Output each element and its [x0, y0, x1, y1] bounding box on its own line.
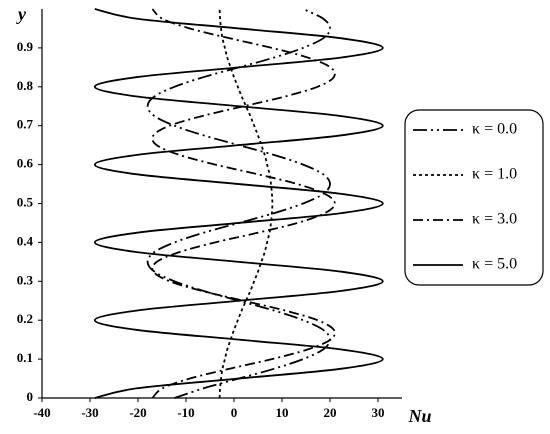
y-tick-label: 0.3 [17, 272, 34, 287]
line-series [151, 8, 336, 399]
x-axis-title: Nu [407, 406, 431, 426]
x-tick-label: 30 [372, 405, 385, 420]
x-tick-label: 10 [276, 405, 289, 420]
x-tick-label: -30 [81, 405, 98, 420]
y-tick-label: 0.8 [17, 78, 34, 93]
y-tick-label: 0.9 [17, 39, 34, 54]
line-series [93, 8, 384, 399]
x-tick-label: -40 [33, 405, 50, 420]
y-tick-label: 0.2 [17, 311, 33, 326]
y-tick-label: 0.4 [17, 233, 34, 248]
line-series [218, 8, 274, 399]
x-tick-label: 0 [231, 405, 238, 420]
x-tick-label: -10 [177, 405, 194, 420]
y-tick-label: 0.1 [17, 350, 33, 365]
y-tick-label: 0.7 [17, 117, 34, 132]
y-tick-label: 0.6 [17, 156, 34, 171]
legend-label: κ = 3.0 [472, 211, 517, 228]
y-axis-title: y [16, 4, 27, 24]
x-tick-label: -20 [129, 405, 146, 420]
line-series [146, 8, 331, 399]
x-tick-label: 20 [324, 405, 337, 420]
y-tick-label: 0 [27, 389, 34, 404]
y-tick-label: 0.5 [17, 194, 34, 209]
legend-label: κ = 0.0 [472, 121, 517, 138]
legend-label: κ = 5.0 [472, 256, 517, 273]
legend-box [404, 109, 544, 286]
legend-label: κ = 1.0 [472, 166, 517, 183]
